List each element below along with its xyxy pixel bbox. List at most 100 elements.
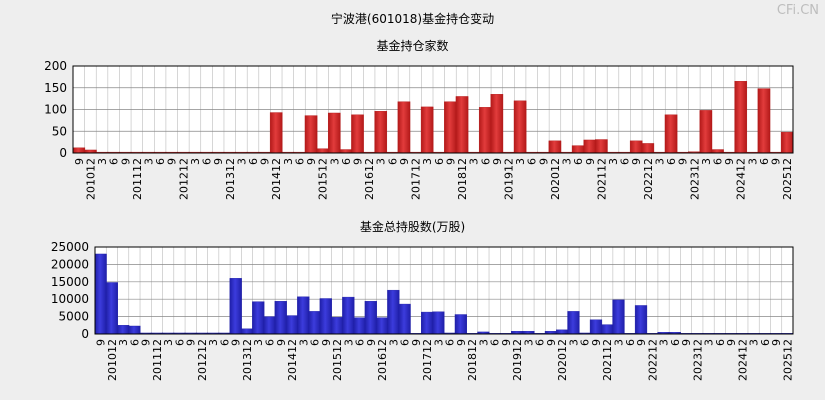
bar-count-202109 (583, 139, 597, 154)
x-tick-label: 9 (95, 339, 108, 346)
x-tick-label: 6 (534, 339, 547, 346)
x-tick-label: 201312 (224, 158, 237, 200)
x-tick-label: 6 (665, 158, 678, 165)
bar-shares-201103 (117, 325, 130, 335)
bar-shares-201309 (229, 278, 242, 335)
x-tick-label: 202312 (691, 339, 704, 381)
x-tick-label: 201812 (466, 339, 479, 381)
bar-shares-201506 (308, 311, 321, 335)
x-tick-label: 6 (354, 339, 367, 346)
x-tick-label: 3 (235, 158, 248, 165)
x-tick-label: 9 (410, 339, 423, 346)
bar-shares-201512 (330, 317, 344, 335)
x-tick-label: 3 (387, 339, 400, 346)
x-tick-label: 3 (162, 339, 175, 346)
x-tick-label: 3 (477, 339, 490, 346)
x-tick-label: 201812 (456, 158, 469, 200)
x-tick-label: 3 (653, 158, 666, 165)
x-tick-label: 201512 (331, 339, 344, 381)
y-tick-label: 10000 (51, 292, 89, 306)
x-tick-label: 3 (328, 158, 341, 165)
x-tick-label: 201512 (317, 158, 330, 200)
chart-panel-count: 0501001502009201012369201112369201212369… (44, 59, 794, 200)
x-tick-label: 202312 (688, 158, 701, 200)
bar-count-202209 (629, 140, 643, 154)
x-tick-label: 3 (561, 158, 574, 165)
x-tick-label: 6 (399, 339, 412, 346)
main-title: 宁波港(601018)基金持仓变动 (330, 12, 495, 26)
x-tick-label: 201112 (151, 339, 164, 381)
x-tick-label: 9 (320, 339, 333, 346)
y-tick-label: 0 (59, 146, 67, 160)
x-tick-label: 9 (185, 339, 198, 346)
bar-count-202306 (664, 114, 678, 154)
chart-title-fund-count: 基金持仓家数 (376, 39, 449, 53)
x-tick-label: 3 (189, 158, 202, 165)
x-tick-label: 9 (723, 158, 736, 165)
bar-count-201603 (327, 112, 341, 154)
x-tick-label: 3 (297, 339, 310, 346)
x-tick-label: 6 (340, 158, 353, 165)
x-tick-label: 6 (247, 158, 260, 165)
bar-count-201009 (72, 147, 86, 154)
bar-count-202506 (757, 88, 771, 154)
x-tick-label: 202012 (556, 339, 569, 381)
bar-count-201906 (478, 107, 492, 154)
bar-shares-201012 (105, 282, 118, 335)
x-tick-label: 3 (700, 158, 713, 165)
x-tick-label: 3 (117, 339, 130, 346)
bar-shares-202112 (601, 324, 614, 335)
x-tick-label: 3 (746, 158, 759, 165)
x-tick-label: 9 (590, 339, 603, 346)
x-tick-label: 3 (522, 339, 535, 346)
bar-count-202212 (641, 143, 655, 154)
bar-count-201609 (351, 114, 364, 154)
x-tick-label: 202412 (735, 158, 748, 200)
x-tick-label: 6 (128, 339, 141, 346)
x-tick-label: 6 (624, 339, 637, 346)
bar-shares-201603 (342, 296, 355, 335)
x-tick-label: 6 (479, 158, 492, 165)
bar-count-202403 (699, 110, 713, 154)
bar-shares-202012 (556, 329, 569, 335)
bar-count-202012 (548, 140, 562, 154)
x-tick-label: 6 (264, 339, 277, 346)
bar-shares-202203 (612, 299, 625, 335)
x-tick-label: 6 (526, 158, 539, 165)
x-tick-label: 201312 (241, 339, 254, 381)
x-tick-label: 9 (630, 158, 643, 165)
x-tick-label: 9 (352, 158, 365, 165)
x-tick-label: 9 (365, 339, 378, 346)
bar-shares-201712 (421, 311, 434, 335)
x-tick-label: 201912 (502, 158, 515, 200)
bar-shares-201503 (297, 296, 310, 335)
bar-count-202512 (780, 131, 794, 154)
x-tick-label: 9 (545, 339, 558, 346)
x-tick-label: 201012 (84, 158, 97, 200)
bar-shares-201803 (432, 311, 445, 335)
x-tick-label: 3 (748, 339, 761, 346)
bar-count-201412 (269, 112, 283, 154)
bar-shares-201106 (128, 325, 141, 335)
x-tick-label: 202512 (781, 339, 794, 381)
x-tick-label: 6 (218, 339, 231, 346)
x-tick-label: 201612 (376, 339, 389, 381)
x-tick-label: 202212 (642, 158, 655, 200)
x-tick-label: 9 (444, 158, 457, 165)
x-tick-label: 201212 (177, 158, 190, 200)
x-tick-label: 201412 (286, 339, 299, 381)
bar-shares-201312 (240, 328, 254, 335)
x-tick-label: 9 (230, 339, 243, 346)
x-tick-label: 6 (309, 339, 322, 346)
x-tick-label: 6 (489, 339, 502, 346)
x-tick-label: 202012 (549, 158, 562, 200)
bar-shares-201509 (319, 298, 332, 335)
x-tick-label: 9 (680, 339, 693, 346)
bar-count-202106 (571, 145, 585, 154)
x-tick-label: 202112 (595, 158, 608, 200)
bar-shares-201412 (285, 315, 299, 335)
x-tick-label: 3 (375, 158, 388, 165)
bar-count-201709 (397, 101, 411, 154)
bar-count-202406 (711, 149, 724, 154)
